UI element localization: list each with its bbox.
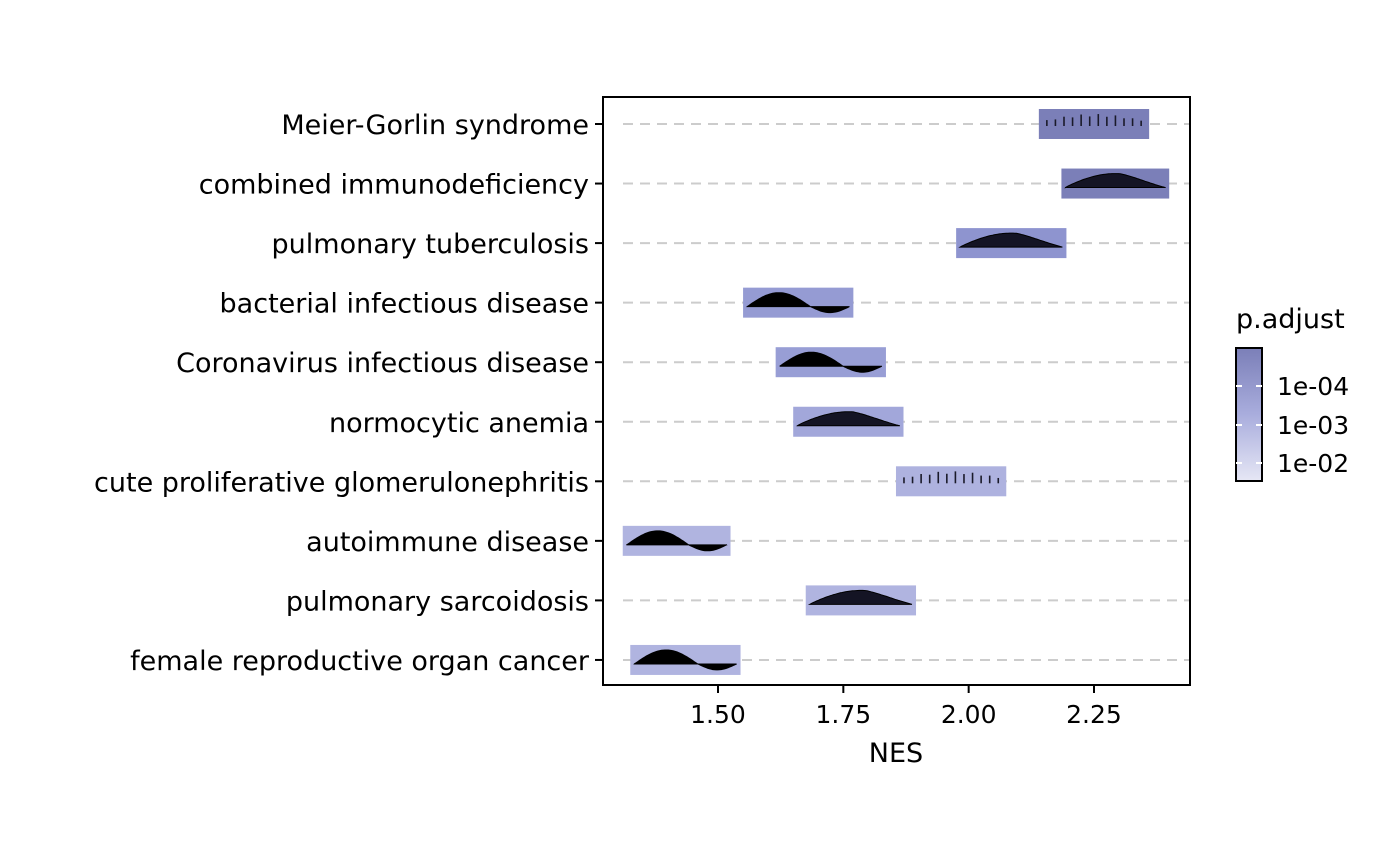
- density-curve: [779, 351, 883, 373]
- nes-bar-group: [1061, 168, 1170, 199]
- nes-bar-group: [793, 406, 904, 437]
- x-axis-ticks: 1.50 1.75 2.00 2.25: [690, 685, 1122, 729]
- nes-bar-group: [743, 287, 854, 318]
- y-tick-label: Coronavirus infectious disease: [176, 348, 589, 379]
- nes-bar-group: [775, 347, 886, 378]
- density-curve: [633, 649, 737, 671]
- density-curve: [958, 232, 1063, 248]
- enrichment-bars: [622, 109, 1170, 675]
- legend-tick-label: 1e-04: [1277, 372, 1349, 401]
- nes-bar-group: [630, 644, 741, 675]
- y-tick-label: female reproductive organ cancer: [130, 646, 590, 677]
- y-tick-label: cute proliferative glomerulonephritis: [94, 467, 589, 498]
- nes-bar: [895, 466, 1007, 497]
- y-tick-label: pulmonary sarcoidosis: [286, 586, 589, 617]
- legend-ticks: 1e-04 1e-03 1e-02: [1236, 372, 1349, 478]
- x-tick-label: 2.00: [941, 700, 997, 729]
- nes-bar: [1038, 109, 1150, 139]
- nes-bar-group: [895, 466, 1007, 497]
- legend-title: p.adjust: [1236, 304, 1345, 335]
- y-tick-label: Meier-Gorlin syndrome: [281, 110, 589, 141]
- density-curve: [746, 292, 850, 314]
- x-tick-label: 2.25: [1066, 700, 1122, 729]
- legend: p.adjust 1e-04 1e-03 1e-02: [1235, 304, 1349, 482]
- y-tick-label: normocytic anemia: [329, 408, 589, 439]
- x-axis-title: NES: [869, 738, 923, 769]
- y-tick-label: autoimmune disease: [306, 527, 589, 558]
- x-tick-label: 1.50: [690, 700, 746, 729]
- nes-bar-group: [956, 228, 1067, 259]
- density-curve: [796, 411, 901, 427]
- density-curve: [625, 530, 728, 552]
- nes-bar-group: [805, 585, 917, 616]
- x-tick-label: 1.75: [815, 700, 871, 729]
- nes-bar-group: [1038, 109, 1150, 139]
- y-tick-label: combined immunodeficiency: [199, 170, 589, 201]
- density-curve: [807, 589, 913, 605]
- density-curve: [1064, 173, 1166, 189]
- y-tick-label: pulmonary tuberculosis: [272, 229, 589, 260]
- legend-tick-label: 1e-02: [1277, 449, 1349, 478]
- y-axis-labels: Meier-Gorlin syndrome combined immunodefi…: [94, 110, 603, 677]
- legend-colorbar: [1235, 347, 1263, 482]
- legend-tick-label: 1e-03: [1277, 411, 1349, 440]
- plot-panel-border: [602, 96, 1191, 686]
- nes-bar-group: [622, 525, 731, 556]
- y-tick-label: bacterial infectious disease: [220, 289, 589, 320]
- grid-lines: [623, 123, 1190, 661]
